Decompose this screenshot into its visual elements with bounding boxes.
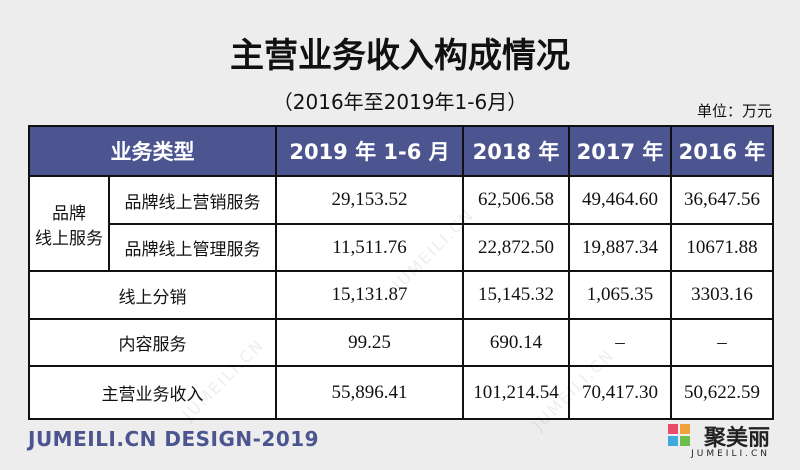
cell: 11,511.76 bbox=[275, 223, 464, 272]
cell: 101,214.54 bbox=[462, 365, 570, 420]
subtitle: （2016年至2019年1-6月） bbox=[272, 90, 528, 114]
logo-sub: JUMEILI.CN bbox=[691, 449, 770, 459]
cell: 15,145.32 bbox=[462, 270, 570, 320]
logo: 聚美丽 bbox=[703, 426, 770, 451]
cell: 50,622.59 bbox=[670, 365, 774, 420]
table-row: 主营业务收入 55,896.41 101,214.54 70,417.30 50,622… bbox=[28, 365, 774, 420]
group-label: 品牌 线上服务 bbox=[28, 175, 110, 272]
row-label: 品牌线上管理服务 bbox=[108, 223, 277, 272]
column-header: 2019 年 1-6 月 bbox=[275, 125, 464, 177]
cell: 29,153.52 bbox=[275, 175, 464, 225]
cell: 49,464.60 bbox=[568, 175, 672, 225]
cell: 70,417.30 bbox=[568, 365, 672, 420]
cell: 10671.88 bbox=[670, 223, 774, 272]
row-label: 主营业务收入 bbox=[28, 365, 277, 420]
unit: 单位：万元 bbox=[696, 102, 772, 120]
table-row: 品牌线上服务 品牌线上营销服务 29,153.52 62,506.58 49,464.6… bbox=[28, 175, 774, 272]
cell: 62,506.58 bbox=[462, 175, 570, 225]
cell: 36,647.56 bbox=[670, 175, 774, 225]
cell: 15,131.87 bbox=[275, 270, 464, 320]
row-label: 线上分销 bbox=[28, 270, 277, 320]
group-label-line: 线上服务 bbox=[35, 228, 103, 249]
column-header: 2017 年 bbox=[568, 125, 672, 177]
title: 主营业务收入构成情况 bbox=[230, 36, 570, 76]
row-label: 内容服务 bbox=[28, 318, 277, 367]
cell: 22,872.50 bbox=[462, 223, 570, 272]
cell: 1,065.35 bbox=[568, 270, 672, 320]
footer-brand: JUMEILI.CN DESIGN-2019 bbox=[28, 427, 320, 451]
header-row: 业务类型 2019 年 1-6 月 2018 年 2017 年 2016 年 bbox=[28, 125, 774, 177]
cell: 3303.16 bbox=[670, 270, 774, 320]
cell: – bbox=[568, 318, 672, 367]
cell: 55,896.41 bbox=[275, 365, 464, 420]
cell: 690.14 bbox=[462, 318, 570, 367]
column-header: 业务类型 bbox=[28, 125, 277, 177]
cell: 99.25 bbox=[275, 318, 464, 367]
column-header: 2018 年 bbox=[462, 125, 570, 177]
column-header: 2016 年 bbox=[670, 125, 774, 177]
cell: – bbox=[670, 318, 774, 367]
table-row: 线上分销 15,131.87 15,145.32 1,065.35 3303.16 bbox=[28, 270, 774, 320]
table-row: 品牌线上管理服务 11,511.76 22,872.50 19,887.34 10671… bbox=[29, 223, 774, 272]
table-row: 内容服务 99.25 690.14– – bbox=[28, 318, 774, 367]
logo-icon bbox=[668, 424, 690, 446]
cell: 19,887.34 bbox=[568, 223, 672, 272]
revenue-table: 业务类型 2019 年 1-6 月 2018 年 2017 年 2016 年 品牌线上服… bbox=[28, 125, 774, 420]
row-label: 品牌线上营销服务 bbox=[108, 175, 277, 225]
group-label-line: 品牌 bbox=[52, 203, 86, 224]
